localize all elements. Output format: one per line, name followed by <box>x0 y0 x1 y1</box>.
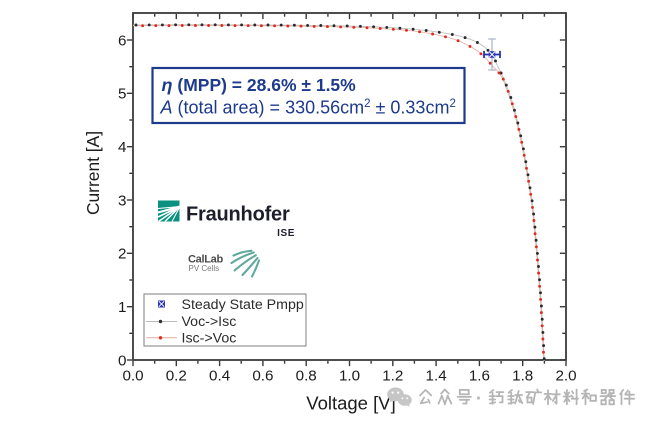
svg-text:0.6: 0.6 <box>252 368 273 385</box>
svg-text:A (total area) = 330.56cm2 ± 0: A (total area) = 330.56cm2 ± 0.33cm2 <box>160 98 456 118</box>
svg-text:Steady State Pmpp: Steady State Pmpp <box>182 297 304 313</box>
svg-text:1.8: 1.8 <box>512 368 533 385</box>
svg-text:Voc->Isc: Voc->Isc <box>182 314 237 330</box>
svg-text:Isc->Voc: Isc->Voc <box>182 330 237 346</box>
svg-text:PV Cells: PV Cells <box>189 264 220 273</box>
svg-text:6: 6 <box>118 32 126 49</box>
svg-text:1: 1 <box>118 299 126 316</box>
svg-text:0.2: 0.2 <box>166 368 187 385</box>
svg-text:2.0: 2.0 <box>555 368 576 385</box>
svg-text:Fraunhofer: Fraunhofer <box>186 204 290 226</box>
svg-text:3: 3 <box>118 192 126 209</box>
svg-text:ISE: ISE <box>277 228 295 239</box>
svg-text:5: 5 <box>118 86 126 103</box>
svg-text:Current [A]: Current [A] <box>83 131 103 215</box>
svg-text:1.2: 1.2 <box>382 368 403 385</box>
svg-text:2: 2 <box>118 246 126 263</box>
svg-text:0.8: 0.8 <box>296 368 317 385</box>
svg-text:0.0: 0.0 <box>122 368 143 385</box>
svg-text:1.6: 1.6 <box>469 368 490 385</box>
svg-text:CalLab: CalLab <box>188 254 223 266</box>
svg-text:1.4: 1.4 <box>426 368 447 385</box>
svg-text:Voltage [V]: Voltage [V] <box>306 393 395 414</box>
svg-text:4: 4 <box>118 139 126 156</box>
svg-text:0.4: 0.4 <box>209 368 230 385</box>
svg-text:η (MPP) = 28.6% ± 1.5%: η (MPP) = 28.6% ± 1.5% <box>162 75 357 95</box>
svg-text:0: 0 <box>118 352 126 369</box>
svg-text:1.0: 1.0 <box>339 368 360 385</box>
